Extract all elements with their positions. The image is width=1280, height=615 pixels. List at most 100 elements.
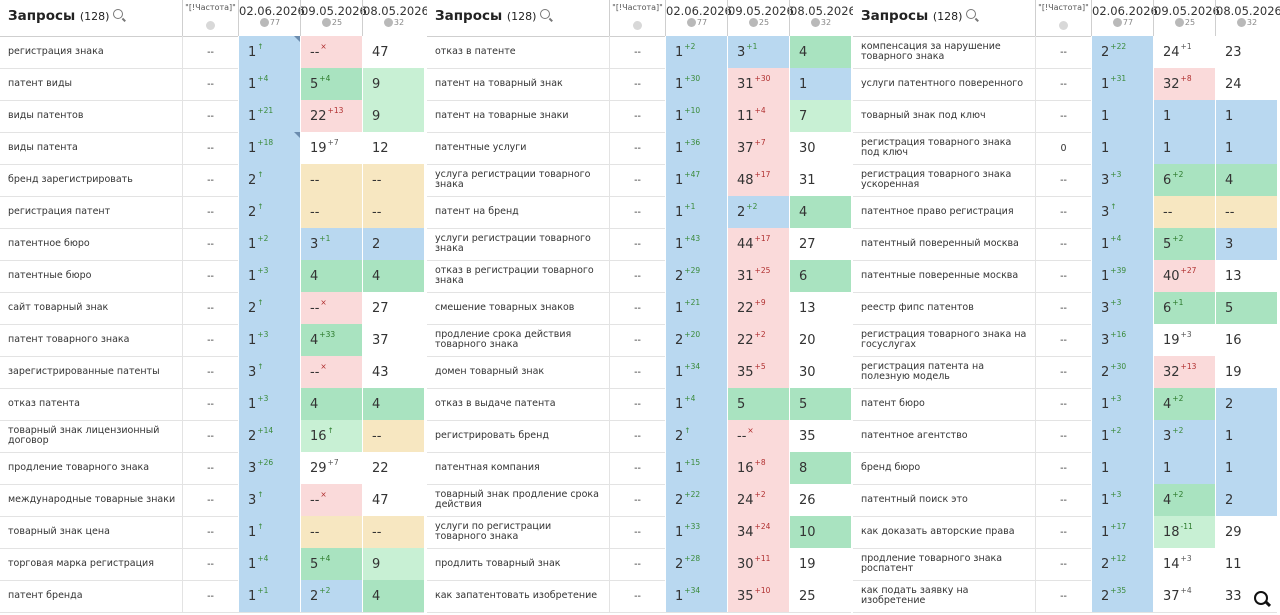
position-cell[interactable]: 19 — [1215, 356, 1277, 388]
position-cell[interactable]: 1 +3 — [238, 260, 300, 292]
keyword-cell[interactable]: как подать заявку на изобретение — [861, 585, 969, 606]
keyword-cell[interactable]: регистрация товарного знака под ключ — [861, 137, 1012, 158]
position-cell[interactable]: -- — [362, 420, 424, 452]
date-column-header[interactable]: 08.05.2026 32 — [1215, 0, 1280, 36]
position-cell[interactable]: 35 +5 — [727, 356, 789, 388]
position-cell[interactable]: 30 +11 — [727, 548, 789, 580]
position-cell[interactable]: 22 +2 — [727, 324, 789, 356]
position-cell[interactable]: 3 ↑ — [238, 356, 300, 388]
position-cell[interactable]: 1 +39 — [1091, 260, 1153, 292]
position-cell[interactable]: 23 — [1215, 36, 1277, 68]
position-cell[interactable]: 1 ↑ — [238, 516, 300, 548]
position-cell[interactable]: 2 +35 — [1091, 580, 1153, 612]
position-cell[interactable]: 1 +1 — [238, 580, 300, 612]
position-cell[interactable]: 2 +2 — [727, 196, 789, 228]
position-cell[interactable]: 1 ↑ — [238, 36, 300, 68]
search-icon[interactable] — [966, 9, 977, 19]
position-cell[interactable]: 6 +2 — [1153, 164, 1215, 196]
position-cell[interactable]: 3 +16 — [1091, 324, 1153, 356]
position-cell[interactable]: 1 +21 — [238, 100, 300, 132]
keyword-cell[interactable]: патентные поверенные москва — [861, 270, 1019, 281]
position-cell[interactable]: 3 +2 — [1153, 420, 1215, 452]
keyword-cell[interactable]: товарный знак цена — [8, 526, 110, 537]
keyword-cell[interactable]: регистрация патент — [8, 206, 111, 217]
position-cell[interactable]: 2 +14 — [238, 420, 300, 452]
position-cell[interactable]: 24 +1 — [1153, 36, 1215, 68]
position-cell[interactable]: 1 +21 — [665, 292, 727, 324]
position-cell[interactable]: 2 +22 — [665, 484, 727, 516]
position-cell[interactable]: 1 +2 — [1091, 420, 1153, 452]
position-cell[interactable]: 43 — [362, 356, 424, 388]
position-cell[interactable]: 3 ↑ — [238, 484, 300, 516]
position-cell[interactable]: -- × — [300, 292, 362, 324]
keyword-cell[interactable]: как доказать авторские права — [861, 526, 1015, 537]
position-cell[interactable]: 40 +27 — [1153, 260, 1215, 292]
position-cell[interactable]: 16 ↑ — [300, 420, 362, 452]
position-cell[interactable]: 1 +43 — [665, 228, 727, 260]
position-cell[interactable]: 6 +1 — [1153, 292, 1215, 324]
keyword-cell[interactable]: патентное право регистрация — [861, 206, 1014, 217]
position-cell[interactable]: 47 — [362, 36, 424, 68]
keyword-cell[interactable]: патентное агентство — [861, 430, 968, 441]
position-cell[interactable]: 1 +34 — [665, 356, 727, 388]
frequency-header[interactable]: "[!Частота]" — [1035, 0, 1091, 36]
position-cell[interactable]: 18 -11 — [1153, 516, 1215, 548]
keyword-cell[interactable]: товарный знак под ключ — [861, 110, 986, 121]
keyword-cell[interactable]: отказ патента — [8, 398, 80, 409]
keyword-cell[interactable]: зарегистрированные патенты — [8, 366, 160, 377]
keyword-cell[interactable]: компенсация за нарушение товарного знака — [861, 41, 1001, 62]
position-cell[interactable]: 1 — [1153, 132, 1215, 164]
position-cell[interactable]: 1 — [1215, 132, 1277, 164]
keyword-cell[interactable]: смешение товарных знаков — [435, 302, 575, 313]
position-cell[interactable]: -- — [300, 196, 362, 228]
position-cell[interactable]: 22 +13 — [300, 100, 362, 132]
position-cell[interactable]: -- × — [300, 356, 362, 388]
position-cell[interactable]: 1 +4 — [1091, 228, 1153, 260]
position-cell[interactable]: 3 +3 — [1091, 292, 1153, 324]
keyword-cell[interactable]: услуги регистрации товарного знака — [435, 233, 591, 254]
position-cell[interactable]: 26 — [789, 484, 851, 516]
keyword-cell[interactable]: патент товарного знака — [8, 334, 130, 345]
frequency-header[interactable]: "[!Частота]" — [609, 0, 665, 36]
position-cell[interactable]: 31 — [789, 164, 851, 196]
keyword-cell[interactable]: патентные услуги — [435, 142, 527, 153]
position-cell[interactable]: 2 ↑ — [238, 164, 300, 196]
keyword-cell[interactable]: патентные бюро — [8, 270, 92, 281]
position-cell[interactable]: 1 +36 — [665, 132, 727, 164]
position-cell[interactable]: 35 +10 — [727, 580, 789, 612]
date-column-header[interactable]: 09.05.2026 25 — [727, 0, 794, 36]
position-cell[interactable]: -- — [300, 164, 362, 196]
keyword-cell[interactable]: услуги патентного поверенного — [861, 78, 1024, 89]
position-cell[interactable]: 37 — [362, 324, 424, 356]
position-cell[interactable]: 27 — [362, 292, 424, 324]
position-cell[interactable]: 1 +4 — [665, 388, 727, 420]
position-cell[interactable]: 1 — [1153, 452, 1215, 484]
keyword-cell[interactable]: товарный знак продление срока действия — [435, 489, 599, 510]
position-cell[interactable]: 13 — [789, 292, 851, 324]
keyword-cell[interactable]: продление товарного знака — [8, 462, 150, 473]
position-cell[interactable]: 3 +1 — [300, 228, 362, 260]
position-cell[interactable]: 5 +4 — [300, 68, 362, 100]
position-cell[interactable]: 11 — [1215, 548, 1277, 580]
position-cell[interactable]: 2 +30 — [1091, 356, 1153, 388]
position-cell[interactable]: 5 — [727, 388, 789, 420]
keyword-cell[interactable]: как запатентовать изобретение — [435, 590, 598, 601]
keyword-cell[interactable]: патент бренда — [8, 590, 83, 601]
position-cell[interactable]: 4 — [789, 196, 851, 228]
position-cell[interactable]: 1 +15 — [665, 452, 727, 484]
position-cell[interactable]: 1 +4 — [238, 68, 300, 100]
position-cell[interactable]: 34 +24 — [727, 516, 789, 548]
position-cell[interactable]: 1 +4 — [238, 548, 300, 580]
position-cell[interactable]: 1 +34 — [665, 580, 727, 612]
position-cell[interactable]: -- × — [300, 36, 362, 68]
position-cell[interactable]: 2 ↑ — [238, 292, 300, 324]
position-cell[interactable]: 3 — [1215, 228, 1277, 260]
position-cell[interactable]: 1 — [1091, 452, 1153, 484]
position-cell[interactable]: 44 +17 — [727, 228, 789, 260]
date-column-header[interactable]: 02.06.2026 77 — [238, 0, 305, 36]
position-cell[interactable]: 12 — [362, 132, 424, 164]
position-cell[interactable]: -- — [1153, 196, 1215, 228]
keyword-cell[interactable]: продлить товарный знак — [435, 558, 561, 569]
position-cell[interactable]: 3 +26 — [238, 452, 300, 484]
position-cell[interactable]: 22 — [362, 452, 424, 484]
